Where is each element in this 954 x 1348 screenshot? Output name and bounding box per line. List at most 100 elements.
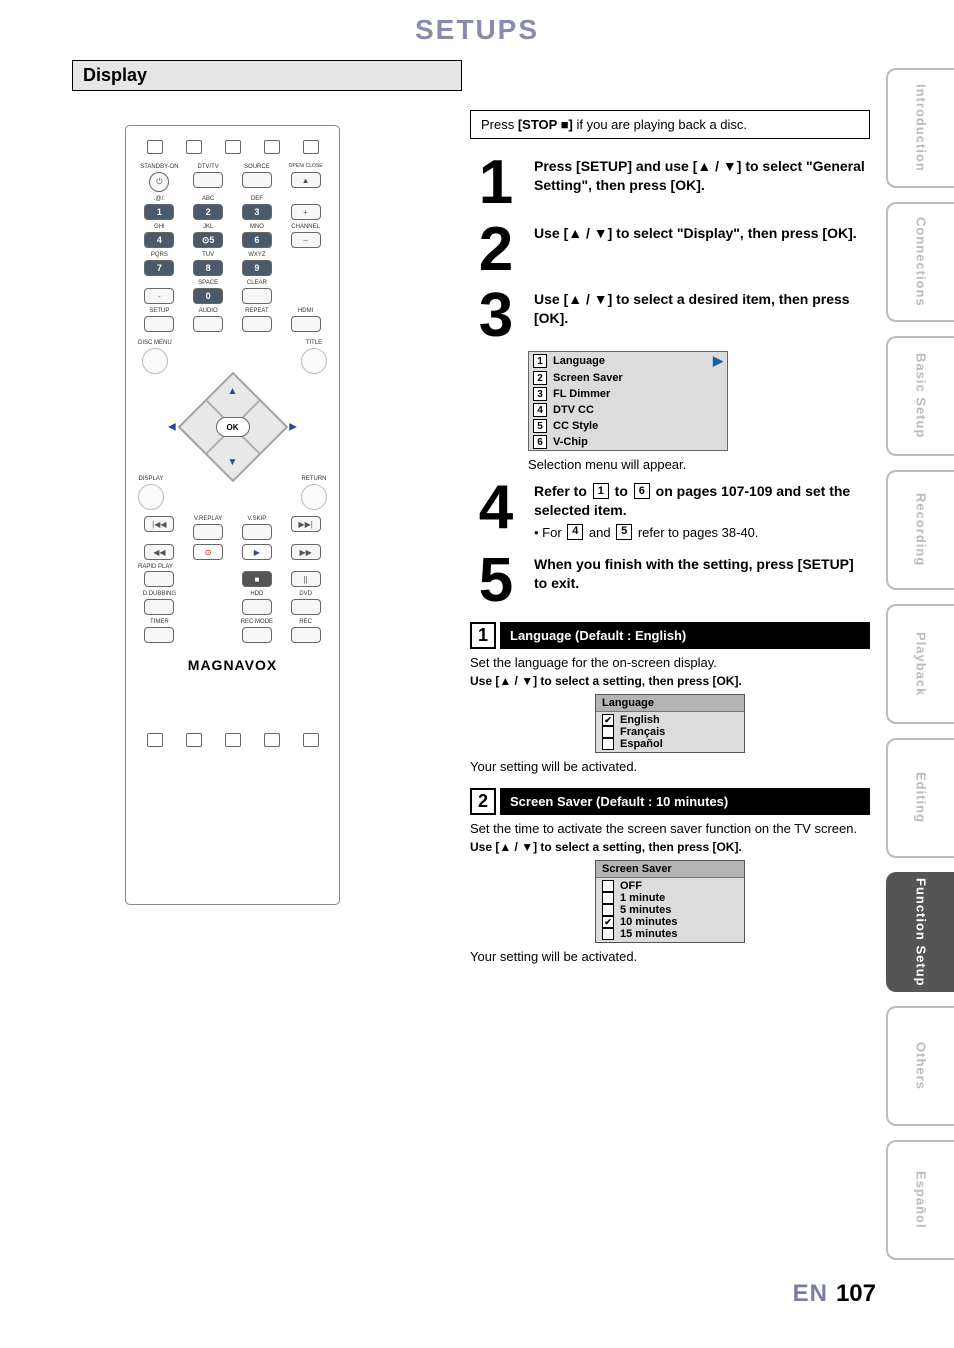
side-tab-label: Playback xyxy=(914,632,929,696)
step-text: Use [▲ / ▼] to select a desired item, th… xyxy=(534,291,850,326)
detail-idx: 1 xyxy=(470,622,496,649)
dvd-button xyxy=(291,599,321,615)
arrow-right-icon: ▶ xyxy=(289,422,297,433)
menu-idx: 3 xyxy=(533,387,547,401)
detail-idx: 2 xyxy=(470,788,496,815)
skip-next-button: ▶▶| xyxy=(291,516,321,532)
detail-2-header: 2 Screen Saver (Default : 10 minutes) xyxy=(470,788,870,815)
option-row: Español xyxy=(600,738,740,750)
detail-1-header: 1 Language (Default : English) xyxy=(470,622,870,649)
menu-row: 4DTV CC xyxy=(529,402,727,418)
menu-row: 3FL Dimmer xyxy=(529,386,727,402)
step-number: 2 xyxy=(470,224,522,277)
checkbox-icon xyxy=(602,916,614,928)
checkbox-icon xyxy=(602,726,614,738)
remote-btn xyxy=(264,733,280,747)
detail-desc: Set the language for the on-screen displ… xyxy=(470,655,870,670)
step-number: 1 xyxy=(470,157,522,210)
side-tab-playback[interactable]: Playback xyxy=(886,604,954,724)
detail-title: Language (Default : English) xyxy=(500,622,870,649)
remote-label: STANDBY-ON xyxy=(140,164,178,171)
remote-label: REPEAT xyxy=(245,308,269,315)
remote-label: TITLE xyxy=(306,340,322,347)
setup-button xyxy=(144,316,174,332)
pause-button: || xyxy=(291,571,321,587)
menu-idx: 5 xyxy=(533,419,547,433)
side-tab-label: Editing xyxy=(914,772,929,823)
arrow-down-icon: ▼ xyxy=(228,457,238,468)
step-4: 4 Refer to 1 to 6 on pages 107-109 and s… xyxy=(470,482,870,541)
side-tab-editing[interactable]: Editing xyxy=(886,738,954,858)
step4-bullet: • For 4 and 5 refer to pages 38-40. xyxy=(534,524,870,542)
skip-prev-button: |◀◀ xyxy=(144,516,174,532)
step-5: 5 When you finish with the setting, pres… xyxy=(470,555,870,608)
footer-lang: EN xyxy=(793,1280,828,1307)
return-button xyxy=(301,484,327,510)
remote-label: REC xyxy=(299,619,312,626)
t: and xyxy=(585,525,614,540)
side-tab-label: Español xyxy=(914,1171,929,1229)
step-number: 3 xyxy=(470,290,522,343)
side-tab-recording[interactable]: Recording xyxy=(886,470,954,590)
ok-button: OK xyxy=(216,417,250,437)
remote-btn xyxy=(225,140,241,154)
num-9: 9 xyxy=(242,260,272,276)
note-bold: [STOP ■] xyxy=(518,117,573,132)
remote-label: HDMI xyxy=(298,308,313,315)
step-1: 1 Press [SETUP] and use [▲ / ▼] to selec… xyxy=(470,157,870,210)
remote-label: DTV/TV xyxy=(197,164,218,171)
t: Refer to xyxy=(534,483,591,499)
menu-idx: 6 xyxy=(533,435,547,449)
option-row: English xyxy=(600,714,740,726)
title-button xyxy=(301,348,327,374)
repeat-button xyxy=(242,316,272,332)
num-3: 3 xyxy=(242,204,272,220)
option-row: Français xyxy=(600,726,740,738)
step-2: 2 Use [▲ / ▼] to select "Display", then … xyxy=(470,224,870,277)
section-header: Display xyxy=(72,60,462,91)
num-8: 8 xyxy=(193,260,223,276)
side-tab-function-setup[interactable]: Function Setup xyxy=(886,872,954,992)
remote-label: PQRS xyxy=(151,252,168,259)
detail-desc: Set the time to activate the screen save… xyxy=(470,821,870,836)
timer-button xyxy=(144,627,174,643)
side-tab-label: Connections xyxy=(914,217,929,307)
remote-label: ABC xyxy=(202,196,214,203)
page-footer: EN107 xyxy=(793,1280,876,1308)
option-label: 15 minutes xyxy=(620,928,677,940)
side-tab-connections[interactable]: Connections xyxy=(886,202,954,322)
num-7: 7 xyxy=(144,260,174,276)
option-label: 5 minutes xyxy=(620,904,671,916)
hdd-button xyxy=(242,599,272,615)
menu-idx: 2 xyxy=(533,371,547,385)
side-tab-introduction[interactable]: Introduction xyxy=(886,68,954,188)
side-tab-basic-setup[interactable]: Basic Setup xyxy=(886,336,954,456)
remote-btn xyxy=(303,140,319,154)
checkbox-icon xyxy=(602,738,614,750)
option-box-title: Screen Saver xyxy=(596,861,744,878)
display-button xyxy=(138,484,164,510)
checkbox-icon xyxy=(602,880,614,892)
t: refer to pages 38-40. xyxy=(634,525,758,540)
remote-label: RETURN xyxy=(302,476,327,483)
remote-illustration: STANDBY-ON⏻ DTV/TV SOURCE OPEN/ CLOSE▲ .… xyxy=(125,125,340,905)
side-tab-others[interactable]: Others xyxy=(886,1006,954,1126)
remote-btn xyxy=(264,140,280,154)
remote-label: .@/: xyxy=(154,196,165,203)
side-tab-español[interactable]: Español xyxy=(886,1140,954,1260)
step3-menu: 1Language▶2Screen Saver3FL Dimmer4DTV CC… xyxy=(528,351,728,451)
option-label: Español xyxy=(620,738,663,750)
t: to xyxy=(611,483,632,499)
num-1: 1 xyxy=(144,204,174,220)
step-3: 3 Use [▲ / ▼] to select a desired item, … xyxy=(470,290,870,343)
note-text: Press xyxy=(481,117,518,132)
detail-footer: Your setting will be activated. xyxy=(470,949,870,964)
detail-instr: Use [▲ / ▼] to select a setting, then pr… xyxy=(470,674,870,688)
remote-label: JKL xyxy=(203,224,213,231)
hdmi-button xyxy=(291,316,321,332)
num-4: 4 xyxy=(144,232,174,248)
page-title: SETUPS xyxy=(0,0,954,52)
menu-row: 6V-Chip xyxy=(529,434,727,450)
remote-label: V.SKIP xyxy=(247,516,266,523)
audio-button xyxy=(193,316,223,332)
